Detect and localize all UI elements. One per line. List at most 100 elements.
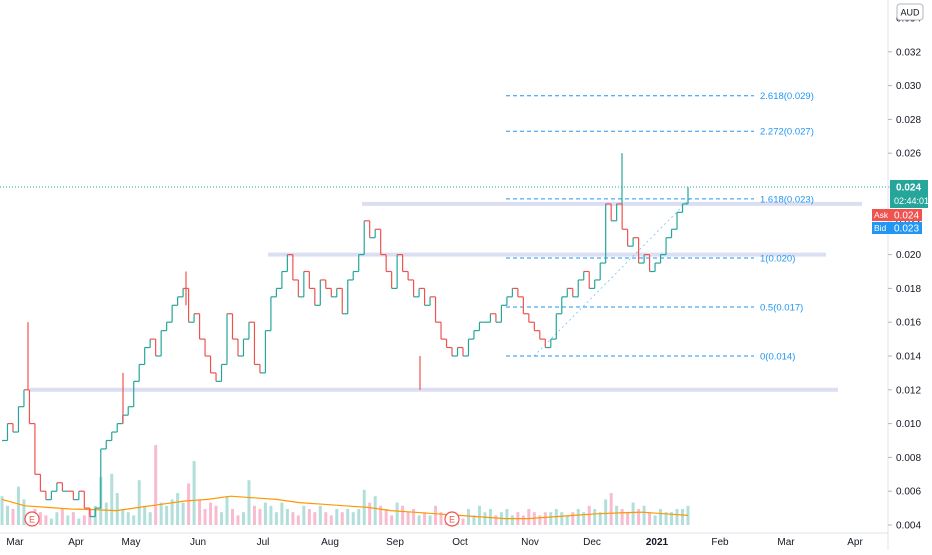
earnings-marker-icon bbox=[24, 511, 40, 527]
fib-level-label: 2.618(0.029) bbox=[760, 91, 814, 102]
volume-bar bbox=[115, 493, 119, 525]
currency-label: AUD bbox=[900, 8, 920, 18]
volume-bar bbox=[49, 518, 53, 525]
volume-bar bbox=[494, 515, 498, 525]
y-tick-label: 0.026 bbox=[896, 149, 921, 160]
volume-bar bbox=[543, 512, 547, 525]
x-tick-label: Aug bbox=[321, 537, 339, 548]
earnings-marker-icon bbox=[444, 511, 460, 527]
volume-bar bbox=[11, 509, 15, 525]
volume-bar bbox=[373, 496, 377, 525]
fib-connector bbox=[533, 198, 691, 357]
volume-bar bbox=[593, 509, 597, 525]
ask-label: Ask bbox=[874, 210, 889, 220]
volume-bar bbox=[209, 502, 213, 525]
x-tick-label: May bbox=[122, 537, 141, 548]
volume-bar bbox=[615, 505, 619, 525]
countdown-label: 02:44:01 bbox=[894, 196, 929, 206]
volume-bar bbox=[631, 502, 635, 525]
x-tick-label: Feb bbox=[711, 537, 729, 548]
volume-bar bbox=[565, 515, 569, 525]
volume-bar bbox=[247, 480, 251, 525]
volume-bar bbox=[230, 509, 234, 525]
bid-tag bbox=[872, 222, 890, 234]
ask-tag bbox=[872, 209, 890, 221]
y-tick-label: 0.016 bbox=[896, 318, 921, 329]
volume-bar bbox=[510, 515, 514, 525]
volume-bar bbox=[681, 509, 685, 525]
volume-bar bbox=[401, 505, 405, 525]
volume-bar bbox=[258, 509, 262, 525]
ask-price: 0.024 bbox=[894, 211, 919, 222]
sr-zone bbox=[362, 201, 862, 206]
volume-bars bbox=[0, 445, 690, 525]
support-resistance-zones bbox=[30, 201, 862, 392]
volume-bar bbox=[527, 509, 531, 525]
x-tick-label: Dec bbox=[583, 537, 601, 548]
volume-bar bbox=[198, 499, 202, 525]
volume-bar bbox=[143, 505, 147, 525]
x-tick-label: Nov bbox=[521, 537, 539, 548]
x-tick-label: Apr bbox=[68, 537, 84, 548]
y-tick-label: 0.006 bbox=[896, 487, 921, 498]
volume-bar bbox=[346, 509, 350, 525]
y-tick-label: 0.030 bbox=[896, 81, 921, 92]
price-labels: AUD 0.024 02:44:01 Ask 0.024 Bid 0.023 bbox=[0, 3, 929, 235]
y-tick-label: 0.004 bbox=[896, 521, 921, 532]
fib-level-label: 2.272(0.027) bbox=[760, 127, 814, 138]
volume-bar bbox=[637, 509, 641, 525]
sr-zone bbox=[268, 252, 826, 257]
volume-bar bbox=[187, 483, 191, 525]
volume-bar bbox=[214, 505, 218, 525]
volume-bar bbox=[466, 509, 470, 525]
volume-bar bbox=[263, 502, 267, 525]
volume-bar bbox=[236, 515, 240, 525]
volume-bar bbox=[280, 502, 284, 525]
volume-bar bbox=[538, 515, 542, 525]
volume-bar bbox=[22, 499, 26, 525]
volume-bar bbox=[335, 509, 339, 525]
fib-level-label: 0(0.014) bbox=[760, 352, 795, 363]
volume-bar bbox=[477, 505, 481, 525]
volume-bar bbox=[60, 509, 64, 525]
x-tick-label: Jul bbox=[257, 537, 270, 548]
y-tick-label: 0.022 bbox=[896, 216, 921, 227]
fibonacci-extension: 2.618(0.029) 2.272(0.027) 1.618(0.023) 1(0.… bbox=[506, 91, 814, 363]
x-tick-label: Apr bbox=[847, 537, 863, 548]
volume-bar bbox=[5, 505, 9, 525]
fib-level-label: 0.5(0.017) bbox=[760, 302, 803, 313]
volume-bar bbox=[121, 509, 125, 525]
earnings-marker-label: E bbox=[449, 515, 455, 525]
volume-bar bbox=[82, 515, 86, 525]
currency-badge bbox=[896, 3, 924, 21]
volume-bar bbox=[357, 509, 361, 525]
volume-bar bbox=[55, 512, 59, 525]
volume-bar bbox=[203, 509, 207, 525]
volume-bar bbox=[604, 499, 608, 525]
fib-level-label: 1.618(0.023) bbox=[760, 194, 814, 205]
volume-bar bbox=[571, 512, 575, 525]
y-tick-label: 0.014 bbox=[896, 352, 921, 363]
volume-bar bbox=[285, 509, 289, 525]
volume-bar bbox=[220, 512, 224, 525]
volume-bar bbox=[390, 515, 394, 525]
x-tick-label: Mar bbox=[6, 537, 24, 548]
y-tick-label: 0.018 bbox=[896, 284, 921, 295]
volume-bar bbox=[379, 505, 383, 525]
volume-bar bbox=[653, 515, 657, 525]
volume-bar bbox=[137, 480, 141, 525]
last-price-badge bbox=[890, 180, 928, 208]
volume-bar bbox=[582, 512, 586, 525]
earnings-marker-label: E bbox=[29, 515, 35, 525]
volume-bar bbox=[406, 512, 410, 525]
volume-bar bbox=[302, 505, 306, 525]
volume-bar bbox=[368, 502, 372, 525]
fib-level-label: 1(0.020) bbox=[760, 253, 795, 264]
volume-bar bbox=[16, 486, 20, 525]
last-price-label: 0.024 bbox=[896, 183, 921, 194]
volume-bar bbox=[505, 509, 509, 525]
sr-zone bbox=[30, 387, 838, 392]
volume-bar bbox=[66, 515, 70, 525]
